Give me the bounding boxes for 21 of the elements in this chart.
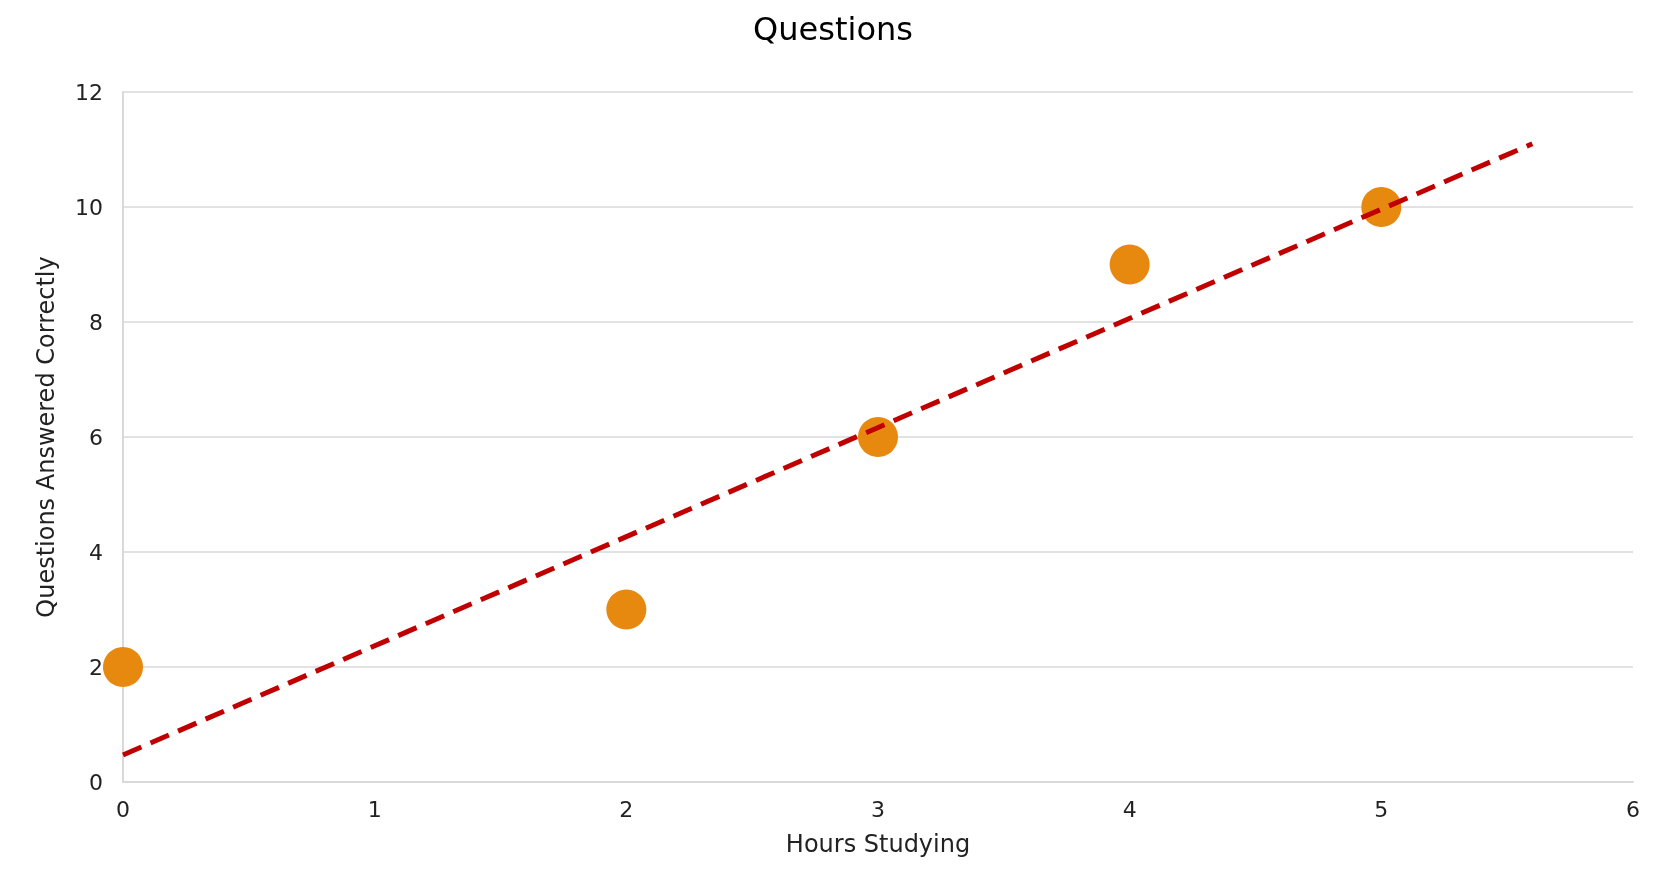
y-tick-label: 2 xyxy=(89,654,103,680)
x-tick-label: 6 xyxy=(1626,796,1640,822)
x-tick-label: 2 xyxy=(619,796,634,822)
y-tick-label: 12 xyxy=(75,79,103,105)
point xyxy=(858,417,898,457)
y-tick-label: 6 xyxy=(89,424,103,450)
chart-title: Questions xyxy=(753,10,913,48)
point xyxy=(606,589,647,630)
x-tick-label: 1 xyxy=(367,796,382,822)
x-axis-title: Hours Studying xyxy=(785,830,971,858)
y-tick-label: 0 xyxy=(89,769,103,795)
x-tick-label: 0 xyxy=(116,796,130,822)
x-tick-label: 4 xyxy=(1122,796,1137,822)
x-tick-label: 3 xyxy=(871,796,885,822)
y-axis-title: Questions Answered Correctly xyxy=(32,256,60,618)
x-tick-label: 5 xyxy=(1374,796,1389,822)
y-tick-label: 8 xyxy=(89,309,103,335)
point xyxy=(103,647,143,687)
y-tick-label: 10 xyxy=(75,194,103,220)
y-tick-label: 4 xyxy=(89,539,103,565)
point xyxy=(1109,244,1150,285)
